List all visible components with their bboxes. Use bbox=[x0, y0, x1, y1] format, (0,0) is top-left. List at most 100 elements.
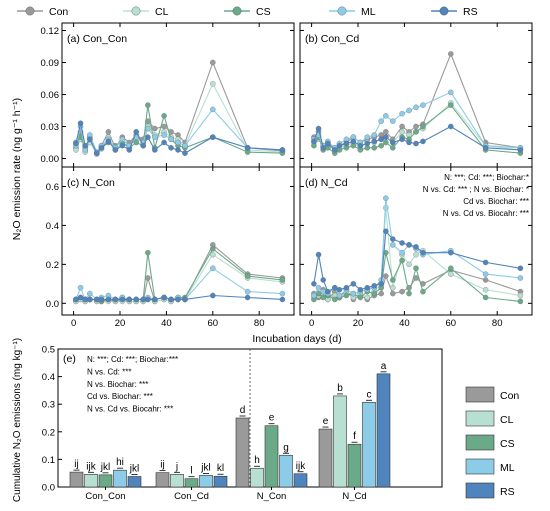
data-point bbox=[119, 136, 126, 143]
sig-letter: ijk bbox=[86, 461, 96, 472]
y-tick-label: 0.03 bbox=[41, 122, 60, 133]
bar-rs bbox=[127, 476, 142, 488]
data-point bbox=[448, 265, 454, 272]
stats-line: Cd vs. Biochar: *** bbox=[87, 392, 153, 401]
category-label: Con_Cd bbox=[174, 491, 209, 502]
data-point bbox=[357, 286, 364, 293]
y-tick-label: 0.1 bbox=[42, 455, 55, 466]
x-tick-label: 20 bbox=[115, 318, 126, 329]
bar-cs bbox=[98, 474, 113, 488]
data-point bbox=[168, 136, 174, 143]
data-point bbox=[315, 251, 322, 258]
legend-label-ml: ML bbox=[500, 462, 515, 474]
sig-letter: b bbox=[337, 383, 343, 394]
bar-group-n_cd: e b f c a N_Cd bbox=[318, 361, 391, 502]
stats-line: N: ***; Cd: ***; Biochar:*** bbox=[87, 355, 178, 364]
data-point bbox=[420, 138, 426, 145]
data-point bbox=[364, 284, 371, 291]
data-point bbox=[390, 277, 396, 283]
bar-con bbox=[235, 417, 250, 488]
data-point bbox=[343, 140, 350, 147]
legend-swatch-cs bbox=[465, 434, 495, 451]
data-point bbox=[175, 139, 181, 146]
data-point bbox=[332, 147, 338, 153]
legend-label-con: Con bbox=[49, 6, 68, 18]
data-point bbox=[350, 290, 357, 297]
x-tick-label: 80 bbox=[492, 318, 503, 329]
data-point bbox=[126, 296, 133, 303]
legend-label-rs: RS bbox=[463, 6, 478, 18]
data-point bbox=[448, 271, 454, 277]
data-point bbox=[383, 228, 389, 235]
data-point bbox=[210, 246, 216, 252]
sig-letter: jkl bbox=[100, 462, 110, 473]
sig-letter: hi bbox=[116, 457, 124, 468]
panel-a: 0.00 0.03 0.06 0.09 0.12 (a) Con_Con bbox=[41, 22, 295, 168]
y-tick-label: 0.4 bbox=[42, 372, 55, 383]
data-point bbox=[133, 129, 139, 135]
data-point bbox=[420, 102, 426, 108]
data-point bbox=[517, 298, 524, 305]
data-point bbox=[336, 292, 343, 299]
sig-letter: a bbox=[381, 361, 387, 372]
data-point bbox=[182, 150, 188, 156]
sig-letter: f bbox=[353, 431, 356, 442]
data-point bbox=[94, 150, 100, 156]
data-point bbox=[413, 104, 419, 111]
data-point bbox=[145, 249, 151, 256]
data-point bbox=[210, 59, 216, 66]
sig-letter: e bbox=[269, 413, 275, 424]
data-point bbox=[105, 296, 112, 303]
series-cs bbox=[311, 249, 524, 305]
panel-label: (c) N_Con bbox=[67, 177, 115, 189]
sig-letter: g bbox=[283, 442, 289, 453]
data-point bbox=[350, 281, 357, 287]
data-point bbox=[98, 296, 105, 303]
data-point bbox=[133, 296, 139, 303]
y-tick-label: 0.5 bbox=[42, 345, 55, 356]
line-ylabel: N₂O emission rate (ng g⁻¹ h⁻¹) bbox=[11, 98, 23, 240]
data-point bbox=[244, 294, 251, 301]
data-point bbox=[406, 139, 412, 146]
data-point bbox=[482, 294, 489, 301]
data-point bbox=[161, 123, 167, 130]
legend-marker-ml bbox=[337, 6, 347, 16]
legend-label-cl: CL bbox=[155, 6, 169, 18]
category-label: N_Cd bbox=[342, 491, 366, 502]
data-point bbox=[357, 142, 364, 149]
sig-letter: e bbox=[323, 416, 329, 427]
data-point bbox=[244, 288, 251, 295]
data-point bbox=[105, 129, 112, 135]
data-point bbox=[152, 147, 158, 153]
series-rs bbox=[311, 228, 524, 295]
data-point bbox=[119, 296, 126, 303]
data-point bbox=[413, 129, 419, 135]
data-point bbox=[315, 125, 322, 132]
sig-letter: kl bbox=[217, 463, 224, 474]
bar-cl bbox=[84, 474, 98, 488]
legend-marker-con bbox=[25, 6, 35, 16]
data-point bbox=[210, 134, 216, 140]
x-tick-label: 0 bbox=[309, 318, 314, 329]
data-point bbox=[378, 118, 384, 124]
legend-label-cs: CS bbox=[500, 438, 515, 450]
data-point bbox=[371, 138, 377, 145]
data-point bbox=[279, 147, 286, 153]
bar-legend: Con CL CS ML RS bbox=[465, 386, 519, 499]
data-point bbox=[390, 236, 396, 242]
stats-line: N vs. Cd: *** bbox=[87, 367, 131, 376]
data-point bbox=[168, 145, 174, 151]
data-point bbox=[145, 102, 151, 108]
data-point bbox=[336, 142, 343, 149]
data-point bbox=[87, 290, 93, 297]
data-point bbox=[161, 139, 167, 146]
legend-swatch-rs bbox=[465, 482, 495, 499]
x-tick-label: 60 bbox=[208, 318, 219, 329]
y-tick-label: 0.2 bbox=[42, 427, 55, 438]
data-point bbox=[87, 136, 93, 143]
data-point bbox=[210, 292, 216, 299]
data-point bbox=[413, 140, 419, 147]
data-point bbox=[399, 240, 405, 246]
data-point bbox=[390, 118, 396, 124]
